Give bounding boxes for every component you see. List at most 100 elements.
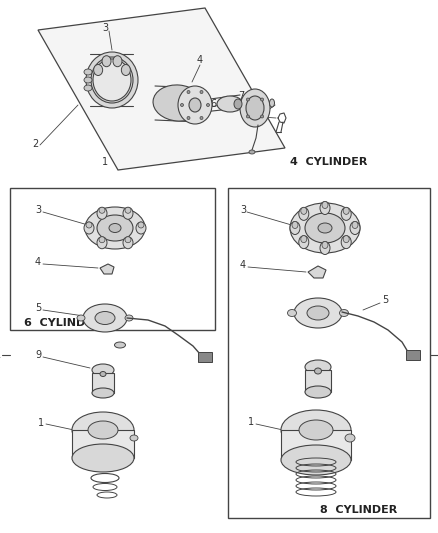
- Ellipse shape: [343, 236, 348, 243]
- Ellipse shape: [125, 315, 133, 321]
- Text: 6  CYLINDER: 6 CYLINDER: [24, 318, 101, 328]
- Ellipse shape: [246, 98, 249, 101]
- Ellipse shape: [92, 388, 114, 398]
- Ellipse shape: [86, 222, 92, 228]
- Ellipse shape: [123, 237, 133, 249]
- Ellipse shape: [304, 213, 344, 243]
- Text: 1: 1: [0, 350, 1, 360]
- Ellipse shape: [206, 103, 209, 107]
- Ellipse shape: [314, 368, 321, 374]
- Ellipse shape: [125, 207, 131, 213]
- Text: 8: 8: [244, 108, 250, 118]
- Ellipse shape: [97, 207, 107, 219]
- Ellipse shape: [319, 241, 329, 254]
- Ellipse shape: [291, 222, 297, 229]
- Ellipse shape: [85, 207, 145, 249]
- Text: 2: 2: [32, 139, 38, 149]
- Ellipse shape: [269, 99, 274, 107]
- Ellipse shape: [99, 207, 105, 213]
- Ellipse shape: [280, 410, 350, 450]
- Text: 6: 6: [209, 99, 215, 109]
- Text: 7: 7: [237, 91, 244, 101]
- Polygon shape: [307, 266, 325, 278]
- Ellipse shape: [304, 360, 330, 374]
- Ellipse shape: [93, 59, 131, 101]
- Ellipse shape: [340, 236, 350, 248]
- Ellipse shape: [109, 223, 121, 232]
- Ellipse shape: [260, 98, 263, 101]
- Ellipse shape: [260, 115, 263, 118]
- Ellipse shape: [321, 241, 327, 248]
- Ellipse shape: [121, 64, 130, 76]
- Ellipse shape: [92, 364, 114, 376]
- Ellipse shape: [153, 85, 202, 121]
- Ellipse shape: [84, 85, 92, 91]
- Ellipse shape: [99, 237, 105, 243]
- Ellipse shape: [84, 77, 92, 83]
- Ellipse shape: [246, 115, 249, 118]
- Text: 9: 9: [35, 350, 41, 360]
- Ellipse shape: [97, 237, 107, 249]
- Text: 8  CYLINDER: 8 CYLINDER: [319, 505, 396, 515]
- Ellipse shape: [138, 222, 144, 228]
- Ellipse shape: [97, 215, 133, 241]
- Text: 3: 3: [35, 205, 41, 215]
- Bar: [280, 430, 350, 460]
- Ellipse shape: [77, 315, 85, 321]
- Ellipse shape: [245, 96, 263, 120]
- Text: 5: 5: [35, 303, 41, 313]
- Text: 3: 3: [240, 205, 246, 215]
- Polygon shape: [100, 264, 114, 274]
- Text: 4: 4: [197, 55, 203, 65]
- Ellipse shape: [339, 310, 348, 317]
- Ellipse shape: [200, 91, 202, 93]
- Ellipse shape: [84, 222, 94, 234]
- Bar: [10, 188, 215, 330]
- Ellipse shape: [343, 207, 348, 214]
- Ellipse shape: [125, 237, 131, 243]
- Ellipse shape: [114, 342, 125, 348]
- Ellipse shape: [240, 89, 269, 127]
- Ellipse shape: [84, 69, 92, 75]
- Bar: [227, 188, 429, 518]
- Text: 4: 4: [35, 257, 41, 267]
- Ellipse shape: [88, 421, 118, 439]
- Ellipse shape: [306, 306, 328, 320]
- Ellipse shape: [317, 223, 331, 233]
- Ellipse shape: [300, 207, 306, 214]
- Ellipse shape: [187, 91, 190, 93]
- Ellipse shape: [321, 201, 327, 208]
- Ellipse shape: [189, 98, 201, 112]
- Ellipse shape: [349, 222, 359, 235]
- Ellipse shape: [86, 52, 138, 108]
- Ellipse shape: [200, 117, 202, 119]
- Bar: [72, 430, 134, 458]
- Ellipse shape: [287, 310, 296, 317]
- Text: 1: 1: [38, 418, 44, 428]
- Text: 4  CYLINDER: 4 CYLINDER: [290, 157, 367, 167]
- Text: 3: 3: [102, 23, 108, 33]
- Bar: [304, 370, 330, 392]
- Ellipse shape: [248, 150, 254, 154]
- Text: 5: 5: [381, 295, 387, 305]
- Ellipse shape: [351, 222, 357, 229]
- Ellipse shape: [83, 304, 127, 332]
- Ellipse shape: [113, 56, 122, 67]
- Ellipse shape: [298, 207, 308, 220]
- Ellipse shape: [72, 444, 134, 472]
- Polygon shape: [38, 8, 284, 170]
- Ellipse shape: [298, 420, 332, 440]
- Ellipse shape: [319, 201, 329, 214]
- Ellipse shape: [123, 207, 133, 219]
- Ellipse shape: [216, 96, 243, 112]
- Bar: [198, 352, 212, 362]
- Ellipse shape: [344, 434, 354, 442]
- Ellipse shape: [293, 298, 341, 328]
- Ellipse shape: [95, 311, 115, 325]
- Ellipse shape: [300, 236, 306, 243]
- Text: 1: 1: [102, 157, 108, 167]
- Ellipse shape: [290, 222, 299, 235]
- Ellipse shape: [100, 372, 106, 376]
- Ellipse shape: [340, 207, 350, 220]
- Bar: [92, 373, 114, 393]
